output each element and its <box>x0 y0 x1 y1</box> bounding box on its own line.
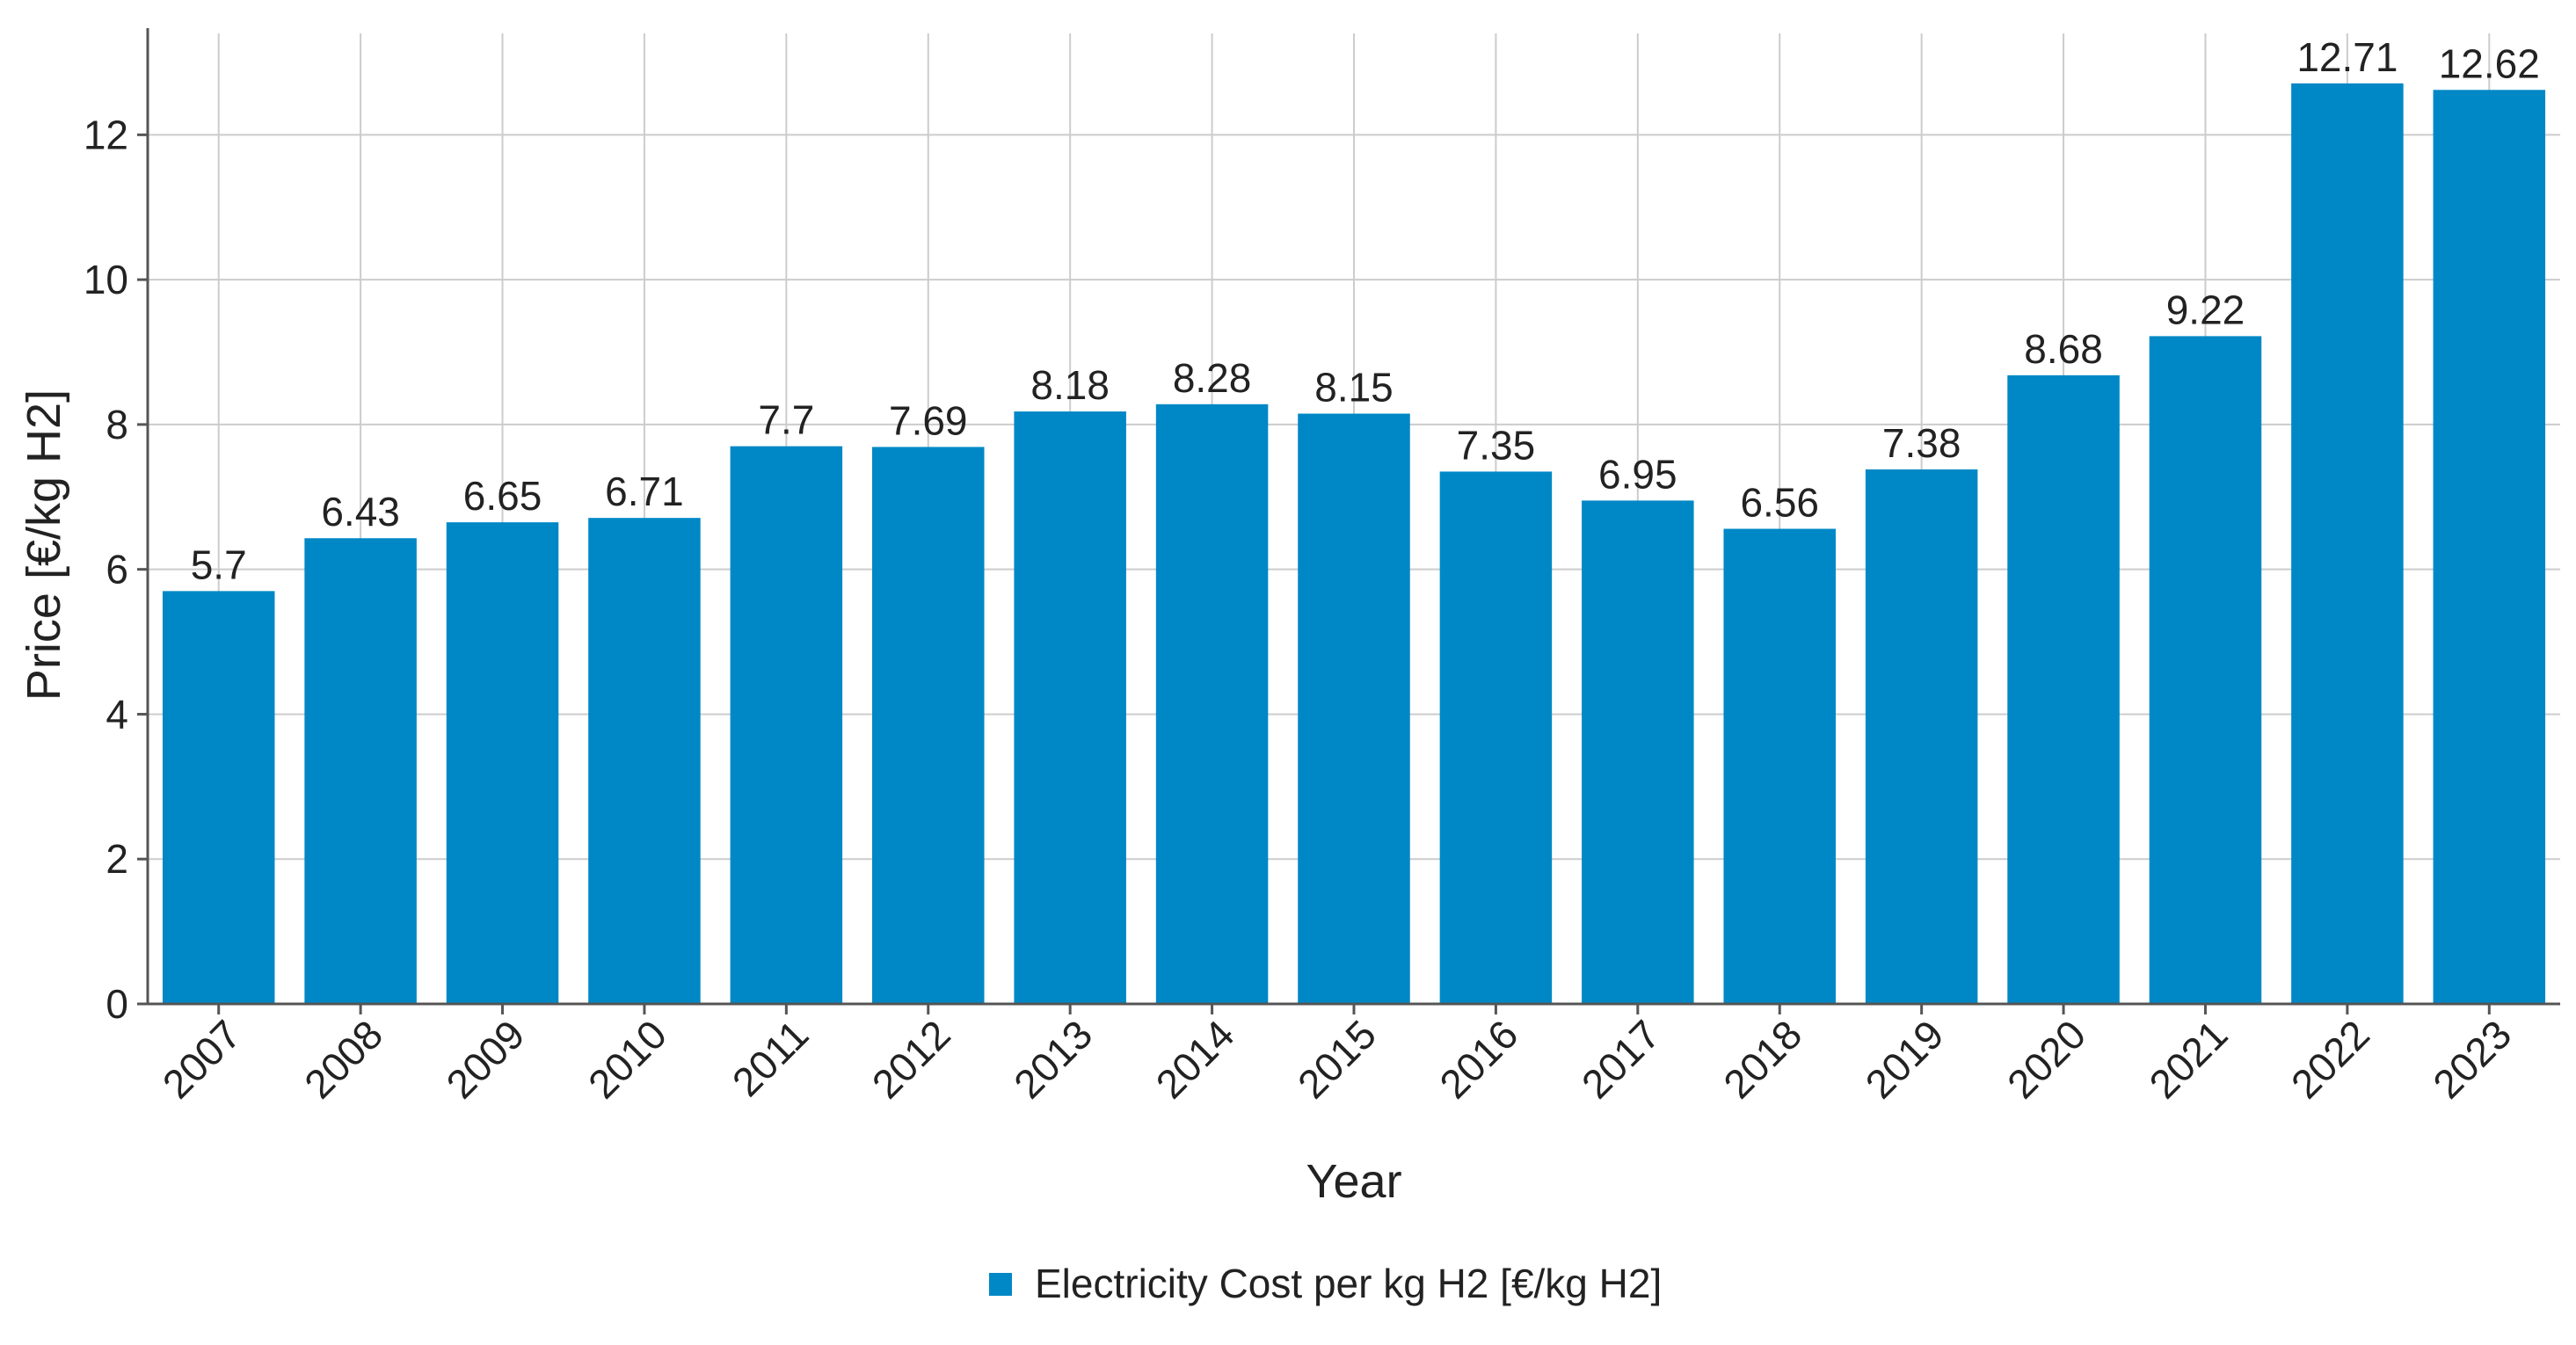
y-tick-label: 8 <box>106 402 128 447</box>
legend-swatch <box>989 1273 1012 1296</box>
value-label-2016: 7.35 <box>1457 422 1536 468</box>
x-tick-label-2008: 2008 <box>295 1011 391 1107</box>
value-label-2007: 5.7 <box>191 542 247 587</box>
value-label-2008: 6.43 <box>321 489 400 534</box>
value-label-2011: 7.7 <box>758 397 814 443</box>
bar-2020 <box>2007 374 2120 1004</box>
bars <box>162 83 2546 1005</box>
y-tick-label: 6 <box>106 547 128 593</box>
x-tick-label-2012: 2012 <box>863 1011 959 1107</box>
bar-2021 <box>2149 336 2262 1004</box>
value-label-2015: 8.15 <box>1314 365 1394 411</box>
x-tick-label-2009: 2009 <box>437 1011 533 1107</box>
bar-2017 <box>1582 500 1694 1004</box>
bar-2008 <box>304 538 417 1004</box>
x-axis-title: Year <box>1306 1155 1401 1208</box>
bar-2015 <box>1298 413 1410 1004</box>
x-tick-label-2016: 2016 <box>1430 1011 1526 1107</box>
value-label-2022: 12.71 <box>2296 34 2398 80</box>
y-tick-label: 12 <box>84 112 128 157</box>
bar-2013 <box>1014 411 1126 1004</box>
value-label-2012: 7.69 <box>889 397 968 443</box>
x-tick-label-2011: 2011 <box>724 1011 818 1105</box>
value-label-2013: 8.18 <box>1030 362 1110 408</box>
value-label-2023: 12.62 <box>2439 40 2540 86</box>
bar-2011 <box>730 446 843 1004</box>
x-tick-label-2017: 2017 <box>1573 1011 1669 1107</box>
bar-2023 <box>2433 90 2546 1004</box>
bar-2012 <box>872 447 985 1005</box>
data-labels: 5.7 6.43 6.65 6.71 7.7 7.69 8.18 8.28 8.15 7.35 6.… <box>191 34 2540 588</box>
value-label-2019: 7.38 <box>1882 420 1961 466</box>
y-tick-label: 10 <box>84 257 128 302</box>
bar-2022 <box>2291 83 2404 1004</box>
x-tick-label-2007: 2007 <box>154 1011 250 1107</box>
value-label-2010: 6.71 <box>605 469 684 514</box>
y-axis-title: Price [€/kg H2] <box>18 389 70 701</box>
y-tick-label: 2 <box>106 836 128 882</box>
y-tick-label: 4 <box>106 691 128 737</box>
value-label-2017: 6.95 <box>1598 451 1677 497</box>
bar-2010 <box>588 518 701 1004</box>
legend: Electricity Cost per kg H2 [€/kg H2] <box>989 1261 1662 1306</box>
x-tick-label-2022: 2022 <box>2282 1011 2378 1107</box>
bar-2018 <box>1723 528 1836 1004</box>
bar-2014 <box>1155 404 1269 1004</box>
bar-2009 <box>446 522 559 1004</box>
x-tick-label-2019: 2019 <box>1857 1011 1953 1107</box>
bar-2016 <box>1439 471 1553 1004</box>
x-tick-label-2010: 2010 <box>579 1011 675 1107</box>
y-tick-label: 0 <box>106 981 128 1027</box>
legend-label: Electricity Cost per kg H2 [€/kg H2] <box>1035 1261 1662 1306</box>
bar-2019 <box>1865 469 1978 1004</box>
value-label-2018: 6.56 <box>1740 480 1819 526</box>
x-tick-label-2018: 2018 <box>1714 1011 1810 1107</box>
x-tick-label-2013: 2013 <box>1005 1011 1101 1107</box>
x-tick-label-2020: 2020 <box>1998 1011 2094 1107</box>
value-label-2009: 6.65 <box>463 473 542 519</box>
x-tick-label-2023: 2023 <box>2424 1011 2520 1107</box>
x-tick-label-2015: 2015 <box>1289 1011 1385 1107</box>
value-label-2014: 8.28 <box>1173 355 1252 401</box>
value-label-2021: 9.22 <box>2166 287 2245 332</box>
x-tick-label-2021: 2021 <box>2140 1011 2236 1107</box>
x-tick-label-2014: 2014 <box>1147 1011 1243 1107</box>
bar-2007 <box>162 591 275 1004</box>
value-label-2020: 8.68 <box>2024 326 2103 372</box>
